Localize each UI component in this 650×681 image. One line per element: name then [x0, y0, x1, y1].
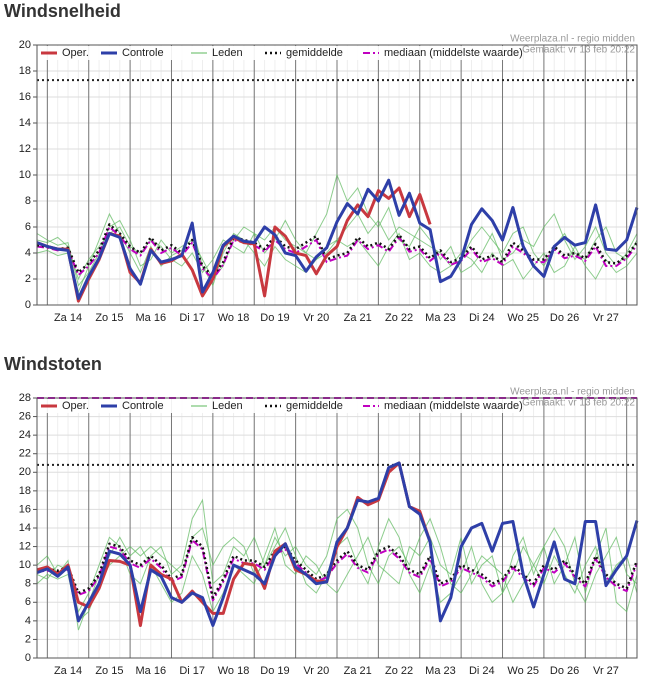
x-tick-label: Di 17: [179, 665, 205, 677]
y-tick-label: 16: [19, 91, 31, 103]
plot-frame: [36, 397, 638, 659]
y-tick-label: 18: [19, 65, 31, 77]
series-line: [36, 178, 639, 300]
x-tick-label: Za 21: [344, 312, 372, 324]
x-tick-label: Do 26: [550, 665, 579, 677]
plot-frame: [36, 44, 638, 306]
y-tick-label: 0: [25, 652, 31, 664]
y-tick-label: 12: [19, 540, 31, 552]
x-tick-label: Vr 27: [593, 665, 619, 677]
x-tick-label: Do 19: [260, 312, 289, 324]
y-tick-label: 6: [25, 221, 31, 233]
x-tick-label: Zo 15: [95, 312, 123, 324]
y-tick-label: 4: [25, 247, 31, 259]
series-line: [36, 536, 639, 599]
legend-label: gemiddelde: [286, 47, 343, 59]
x-tick-label: Zo 22: [385, 312, 413, 324]
source-label: Weerplaza.nl - regio midden: [510, 387, 635, 398]
legend-label: Controle: [122, 400, 164, 412]
legend-label: Oper.: [62, 47, 89, 59]
x-tick-label: Di 17: [179, 312, 205, 324]
y-tick-label: 14: [19, 117, 31, 129]
x-tick-label: Di 24: [469, 312, 495, 324]
legend-label: gemiddelde: [286, 400, 343, 412]
x-tick-label: Za 14: [54, 312, 82, 324]
legend-background: [38, 46, 518, 60]
created-label: Gemaakt: vr 13 feb 20:22: [522, 45, 635, 56]
x-tick-label: Za 21: [344, 665, 372, 677]
y-tick-label: 10: [19, 559, 31, 571]
legend-background: [38, 399, 518, 413]
created-label: Gemaakt: vr 13 feb 20:22: [522, 398, 635, 409]
y-tick-label: 12: [19, 143, 31, 155]
x-tick-label: Zo 22: [385, 665, 413, 677]
member-line: [36, 526, 638, 631]
y-tick-label: 28: [19, 392, 31, 404]
legend-label: Oper.: [62, 400, 89, 412]
series-line: [36, 461, 639, 627]
x-tick-label: Wo 18: [218, 665, 250, 677]
y-tick-label: 18: [19, 485, 31, 497]
y-tick-label: 8: [25, 578, 31, 590]
legend-label: Leden: [212, 47, 243, 59]
y-tick-label: 26: [19, 410, 31, 422]
y-tick-label: 8: [25, 195, 31, 207]
y-tick-label: 20: [19, 466, 31, 478]
x-tick-label: Do 26: [550, 312, 579, 324]
x-tick-label: Za 14: [54, 665, 82, 677]
chart-title: Windstoten: [4, 354, 102, 374]
x-tick-label: Ma 23: [425, 312, 456, 324]
x-tick-label: Ma 16: [136, 312, 167, 324]
y-tick-label: 14: [19, 522, 31, 534]
legend-label: mediaan (middelste waarde): [384, 47, 523, 59]
x-tick-label: Wo 25: [507, 665, 539, 677]
y-tick-label: 10: [19, 169, 31, 181]
chart-title: Windsnelheid: [4, 1, 121, 21]
y-tick-label: 4: [25, 615, 31, 627]
series-line: [36, 226, 638, 280]
series-line: [36, 223, 638, 278]
legend-label: Leden: [212, 400, 243, 412]
y-tick-label: 0: [25, 299, 31, 311]
y-tick-label: 24: [19, 429, 31, 441]
y-tick-label: 2: [25, 273, 31, 285]
x-tick-label: Vr 20: [303, 312, 329, 324]
source-label: Weerplaza.nl - regio midden: [510, 34, 635, 45]
x-tick-label: Do 19: [260, 665, 289, 677]
x-tick-label: Wo 25: [507, 312, 539, 324]
y-tick-label: 2: [25, 633, 31, 645]
y-tick-label: 20: [19, 39, 31, 51]
member-line: [36, 508, 638, 622]
y-tick-label: 6: [25, 596, 31, 608]
x-tick-label: Vr 20: [303, 665, 329, 677]
x-tick-label: Wo 18: [218, 312, 250, 324]
x-tick-label: Vr 27: [593, 312, 619, 324]
x-tick-label: Ma 16: [136, 665, 167, 677]
x-tick-label: Ma 23: [425, 665, 456, 677]
y-tick-label: 22: [19, 448, 31, 460]
x-tick-label: Di 24: [469, 665, 495, 677]
legend-label: mediaan (middelste waarde): [384, 400, 523, 412]
legend-label: Controle: [122, 47, 164, 59]
series-line: [36, 539, 638, 602]
y-tick-label: 16: [19, 503, 31, 515]
x-tick-label: Zo 15: [95, 665, 123, 677]
